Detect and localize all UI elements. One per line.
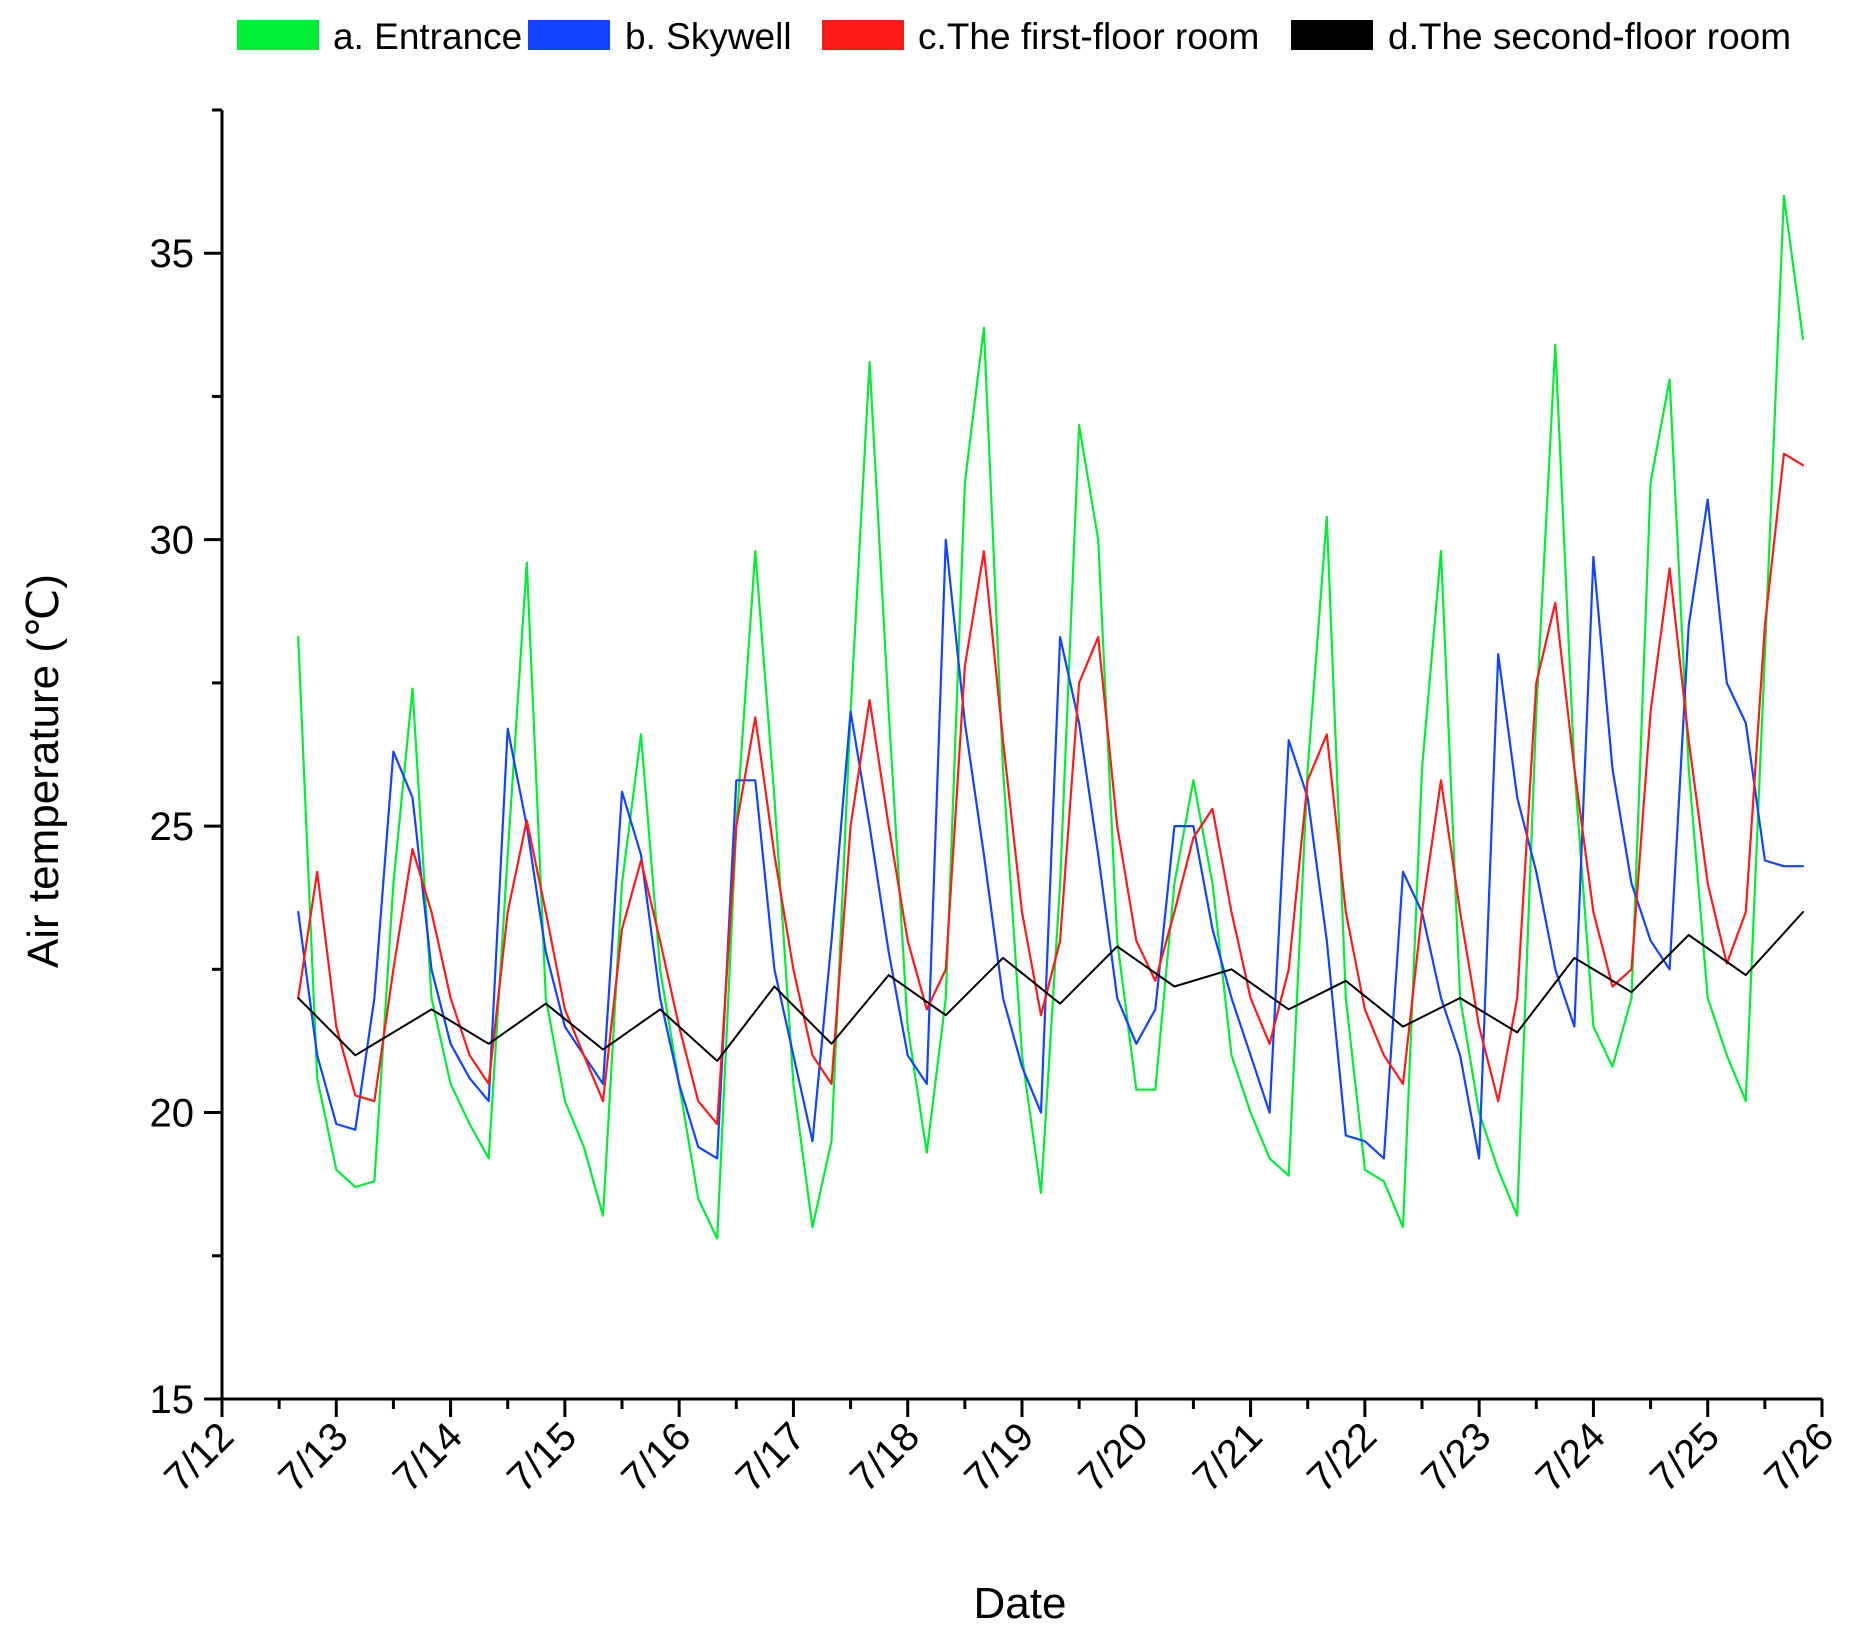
x-tick-label: 7/19 xyxy=(956,1414,1042,1500)
x-tick-label: 7/16 xyxy=(613,1414,699,1500)
x-tick-label: 7/15 xyxy=(499,1414,585,1500)
x-tick-label: 7/23 xyxy=(1413,1414,1499,1500)
series-line-2 xyxy=(297,498,1805,1160)
y-tick-label: 35 xyxy=(150,232,195,276)
legend-swatch-3 xyxy=(822,20,904,50)
y-tick-label: 25 xyxy=(150,805,195,849)
legend-label-3: c.The first-floor room xyxy=(918,16,1259,57)
legend-label-2: b. Skywell xyxy=(625,16,792,57)
x-tick-label: 7/12 xyxy=(156,1414,242,1500)
y-tick-label: 15 xyxy=(150,1378,195,1422)
x-tick-label: 7/26 xyxy=(1756,1414,1842,1500)
plot-area xyxy=(297,194,1805,1240)
series-line-1 xyxy=(297,194,1805,1240)
legend-label-1: a. Entrance xyxy=(333,16,522,57)
x-tick-label: 7/25 xyxy=(1642,1414,1728,1500)
legend-swatch-4 xyxy=(1291,20,1373,50)
x-tick-label: 7/24 xyxy=(1528,1414,1614,1500)
x-tick-label: 7/22 xyxy=(1299,1414,1385,1500)
y-axis-title: Air temperature (℃) xyxy=(19,574,68,968)
y-tick-label: 20 xyxy=(150,1092,195,1136)
series-line-3 xyxy=(297,452,1805,1126)
legend-label-4: d.The second-floor room xyxy=(1388,16,1791,57)
x-tick-label: 7/13 xyxy=(270,1414,356,1500)
x-tick-label: 7/20 xyxy=(1070,1414,1156,1500)
x-tick-label: 7/14 xyxy=(385,1414,471,1500)
legend: a. Entrance b. Skywell c.The first-floor r… xyxy=(237,16,1791,57)
x-tick-label: 7/17 xyxy=(728,1414,814,1500)
series-line-4 xyxy=(297,911,1804,1062)
legend-swatch-2 xyxy=(528,20,610,50)
legend-swatch-1 xyxy=(237,20,319,50)
y-tick-label: 30 xyxy=(150,519,195,563)
x-tick-label: 7/18 xyxy=(842,1414,928,1500)
x-tick-label: 7/21 xyxy=(1185,1414,1271,1500)
axes: 15 20 25 30 35 7/12 7/13 7/14 7/15 7/16 7/17 7/18 7/… xyxy=(150,108,1842,1500)
x-axis-title: Date xyxy=(974,1579,1067,1628)
